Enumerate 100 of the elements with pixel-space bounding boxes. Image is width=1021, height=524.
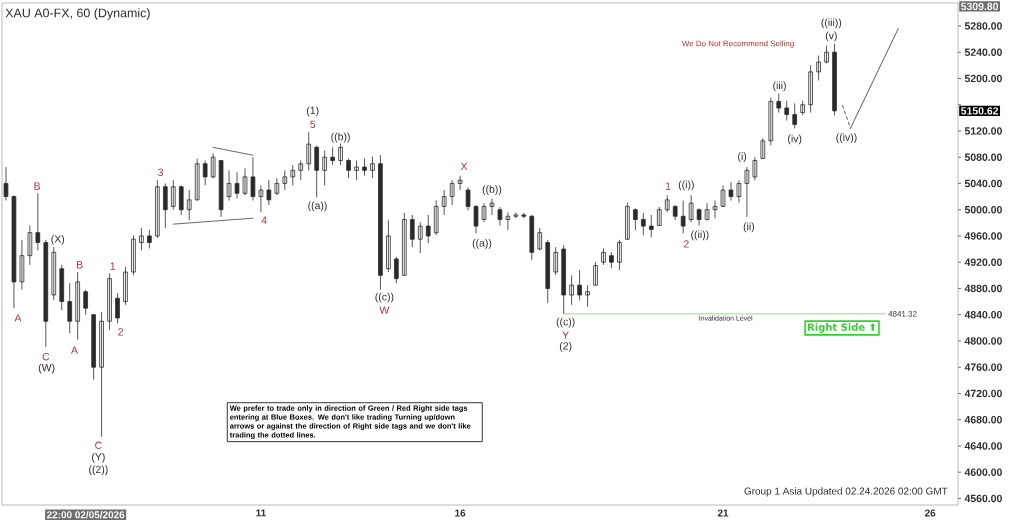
text: 5150.62 bbox=[961, 107, 999, 115]
candlestick bbox=[99, 311, 104, 438]
annotation: ((ii)) bbox=[691, 230, 709, 241]
candlestick bbox=[720, 185, 726, 208]
annotation: (i) bbox=[738, 152, 747, 163]
candlestick bbox=[664, 194, 670, 213]
annotation: 3 bbox=[158, 168, 163, 177]
y-tick-label: 5200.00 bbox=[964, 74, 1002, 83]
candlestick bbox=[115, 292, 120, 324]
annotation: (Y) bbox=[92, 452, 105, 463]
candlestick bbox=[338, 143, 343, 166]
y-tick-label: 4640.00 bbox=[964, 442, 1002, 450]
candlestick bbox=[131, 234, 136, 276]
candlestick bbox=[784, 100, 790, 121]
candlestick bbox=[186, 189, 192, 221]
candlestick bbox=[744, 166, 750, 218]
annotation: 1 bbox=[665, 182, 671, 190]
candlestick bbox=[107, 272, 112, 331]
candlestick bbox=[577, 269, 582, 301]
candlestick bbox=[593, 261, 598, 286]
annotation: B bbox=[77, 261, 83, 269]
y-tick-label: 5120.00 bbox=[964, 127, 1002, 135]
x-tick-label: 21 bbox=[717, 509, 729, 517]
candlestick bbox=[449, 179, 455, 206]
annotation: (W) bbox=[38, 363, 55, 374]
candlestick bbox=[67, 282, 73, 334]
candlestick bbox=[362, 158, 367, 176]
candlestick bbox=[290, 164, 296, 186]
candlestick bbox=[808, 64, 813, 113]
y-tick-label: 4600.00 bbox=[964, 468, 1002, 476]
candlestick bbox=[672, 204, 678, 221]
annotation: 1 bbox=[110, 262, 116, 270]
candlestick bbox=[537, 227, 543, 251]
candlestick bbox=[569, 274, 574, 306]
x-tick-label: 11 bbox=[256, 509, 266, 517]
y-tick-label: 4920.00 bbox=[964, 258, 1002, 266]
candlestick bbox=[27, 225, 33, 266]
candlestick bbox=[163, 183, 168, 229]
y-tick-label: 4800.00 bbox=[964, 337, 1002, 345]
candlestick bbox=[266, 179, 272, 206]
candlestick bbox=[298, 160, 304, 181]
annotation: ((i)) bbox=[678, 180, 694, 191]
candlestick bbox=[147, 229, 152, 249]
candlestick bbox=[218, 160, 224, 218]
x-tick-label: 16 bbox=[455, 509, 466, 517]
candlestick bbox=[3, 166, 9, 201]
candlestick bbox=[314, 144, 319, 198]
candlestick bbox=[760, 137, 766, 159]
annotation: A bbox=[71, 346, 78, 354]
candlestick bbox=[417, 221, 423, 254]
annotation: 4 bbox=[261, 216, 267, 224]
text: 5309.80 bbox=[961, 2, 999, 11]
candlestick bbox=[11, 194, 17, 309]
annotation: (2) bbox=[559, 341, 572, 352]
annotation: ((a)) bbox=[308, 201, 327, 212]
candlestick bbox=[19, 239, 25, 291]
candlestick bbox=[656, 206, 662, 226]
candlestick bbox=[553, 246, 558, 276]
candlestick bbox=[529, 214, 535, 261]
annotation: (1) bbox=[306, 106, 319, 117]
annotation: ((b)) bbox=[331, 132, 350, 143]
candlestick bbox=[736, 179, 742, 203]
y-tick-label: 5000.00 bbox=[964, 206, 1002, 214]
candlestick bbox=[728, 181, 734, 201]
candlestick bbox=[832, 43, 837, 116]
candlestick bbox=[226, 169, 232, 201]
candlestick bbox=[346, 158, 351, 179]
y-tick-label: 5280.00 bbox=[964, 22, 1002, 30]
candlestick bbox=[242, 167, 248, 196]
candlestick bbox=[306, 131, 312, 171]
candlestick bbox=[609, 251, 614, 269]
candlestick bbox=[545, 239, 551, 304]
annotation: ((a)) bbox=[472, 238, 492, 249]
candlestick bbox=[282, 169, 288, 191]
annotation: 2 bbox=[683, 240, 689, 248]
annotation: ((b)) bbox=[482, 185, 502, 195]
candlestick bbox=[441, 189, 447, 216]
y-tick-label: 4680.00 bbox=[964, 416, 1002, 424]
candlestick bbox=[465, 186, 471, 211]
annotation: Right Side ⬆ bbox=[808, 323, 876, 333]
chart-title: XAU A0-FX, 60 (Dynamic) bbox=[5, 8, 150, 20]
candlestick bbox=[768, 97, 774, 146]
candlestick bbox=[170, 179, 176, 211]
candlestick bbox=[194, 158, 200, 201]
candlestick bbox=[776, 93, 782, 113]
candlestick bbox=[489, 198, 495, 216]
candlestick bbox=[51, 246, 57, 301]
candlestick bbox=[274, 177, 280, 196]
y-tick-label: 5040.00 bbox=[964, 179, 1002, 188]
annotation: Group 1 Asia Updated 02.24.2026 02:00 GMT bbox=[744, 487, 948, 497]
candlestick bbox=[824, 45, 829, 64]
candlestick bbox=[752, 156, 758, 181]
candlestick bbox=[354, 160, 359, 181]
candlestick bbox=[505, 211, 511, 231]
candlestick bbox=[625, 202, 630, 241]
annotation: B bbox=[34, 182, 40, 190]
annotation: A bbox=[14, 314, 22, 322]
annotation: 5 bbox=[310, 120, 316, 129]
candlestick bbox=[139, 227, 144, 251]
candlestick bbox=[648, 214, 654, 238]
